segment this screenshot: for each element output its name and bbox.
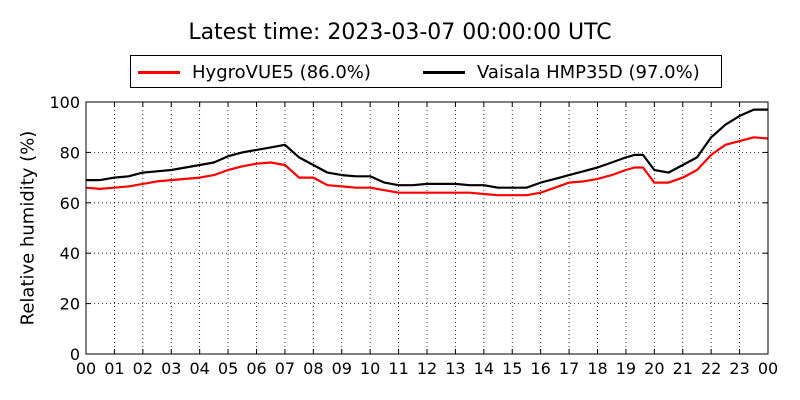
x-tick-label: 22 — [701, 359, 721, 378]
x-tick-label: 11 — [388, 359, 408, 378]
y-tick-label: 100 — [49, 93, 80, 112]
plot-area — [86, 102, 768, 354]
x-tick-label: 09 — [332, 359, 352, 378]
legend-item-hygrovue: HygroVUE5 (86.0%) — [138, 56, 371, 89]
x-tick-label: 20 — [644, 359, 664, 378]
legend-label-vaisala: Vaisala HMP35D (97.0%) — [477, 62, 700, 83]
x-tick-label: 23 — [729, 359, 749, 378]
legend-label-hygrovue: HygroVUE5 (86.0%) — [192, 62, 371, 83]
x-tick-label: 17 — [559, 359, 579, 378]
x-tick-label: 18 — [587, 359, 607, 378]
chart-title: Latest time: 2023-03-07 00:00:00 UTC — [188, 20, 612, 45]
x-tick-label: 15 — [502, 359, 522, 378]
x-tick-label: 14 — [474, 359, 494, 378]
x-tick-label: 05 — [218, 359, 238, 378]
x-tick-label: 10 — [360, 359, 380, 378]
series-line-vaisala — [86, 108, 768, 189]
x-tick-label: 01 — [104, 359, 124, 378]
legend-line-hygrovue — [138, 71, 180, 74]
x-tick-label: 07 — [275, 359, 295, 378]
y-tick-label: 60 — [60, 194, 80, 213]
x-tick-label: 19 — [616, 359, 636, 378]
y-tick-label: 20 — [60, 295, 80, 314]
x-tick-label: 13 — [445, 359, 465, 378]
legend-line-vaisala — [423, 71, 465, 74]
x-tick-label: 06 — [246, 359, 266, 378]
x-tick-label: 00 — [76, 359, 96, 378]
x-tick-label: 04 — [189, 359, 209, 378]
x-tick-label: 03 — [161, 359, 181, 378]
x-tick-label: 21 — [673, 359, 693, 378]
x-tick-label: 02 — [133, 359, 153, 378]
x-tick-label: 12 — [417, 359, 437, 378]
x-tick-label: 16 — [530, 359, 550, 378]
x-tick-label: 00 — [758, 359, 778, 378]
y-tick-label: 40 — [60, 244, 80, 263]
series-line-hygrovue — [85, 136, 769, 197]
legend: HygroVUE5 (86.0%) Vaisala HMP35D (97.0%) — [130, 55, 722, 88]
plot-frame — [85, 101, 769, 355]
legend-item-vaisala: Vaisala HMP35D (97.0%) — [423, 56, 700, 89]
y-tick-label: 0 — [70, 345, 80, 364]
y-tick-label: 80 — [60, 143, 80, 162]
x-tick-label: 08 — [303, 359, 323, 378]
